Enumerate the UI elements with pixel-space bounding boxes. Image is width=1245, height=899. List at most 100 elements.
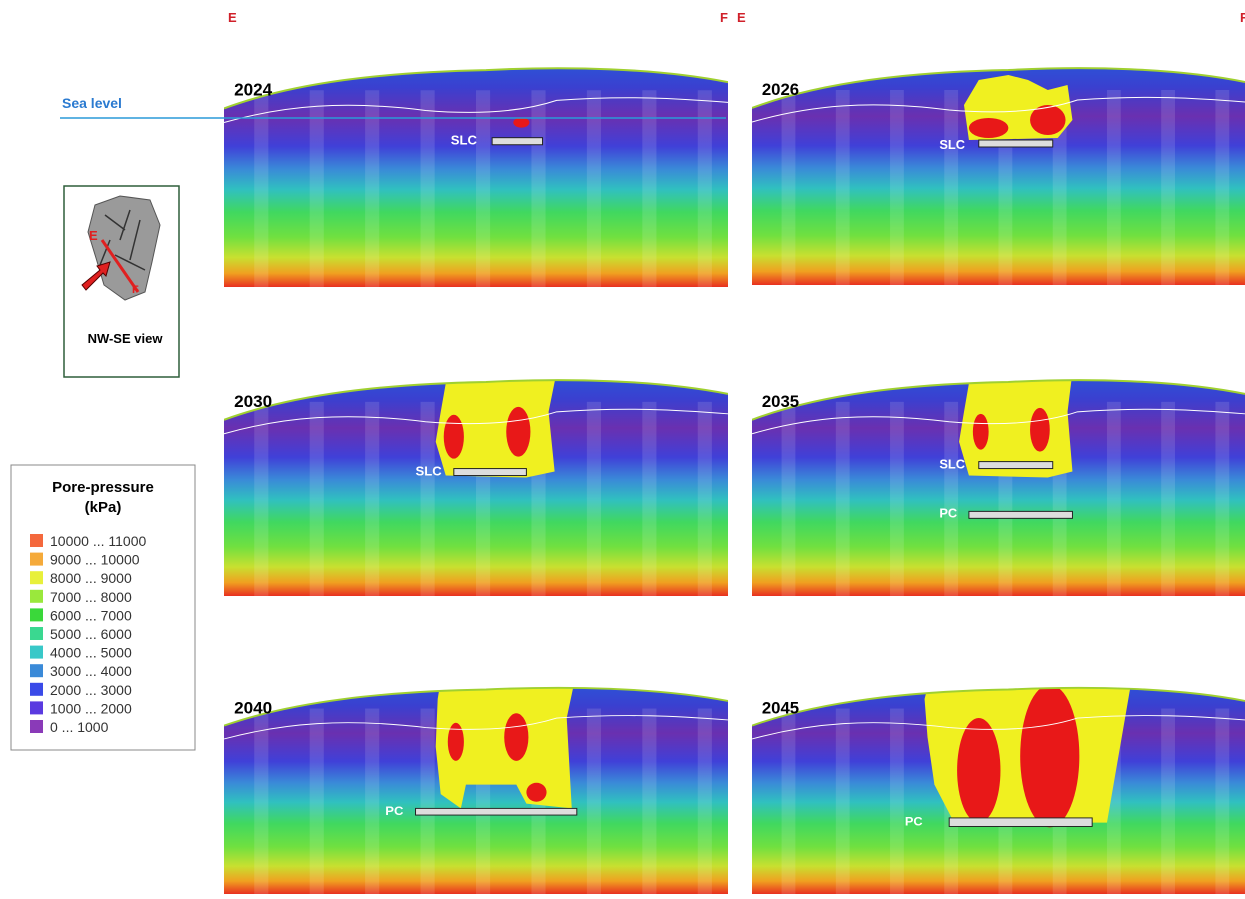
column-shade	[531, 90, 545, 287]
panel-year: 2024	[234, 79, 273, 99]
column-shade	[587, 709, 601, 894]
legend-swatch	[30, 701, 43, 714]
column-shade	[421, 709, 435, 894]
legend-label: 10000 ... 11000	[50, 533, 146, 549]
column-shade	[310, 709, 324, 894]
legend-title: (kPa)	[85, 499, 122, 516]
legend-swatch	[30, 590, 43, 603]
legend: Pore-pressure (kPa) 10000 ... 11000 9000 …	[11, 465, 195, 750]
column-shade	[254, 709, 268, 894]
column-shade	[254, 402, 268, 596]
legend-swatch	[30, 608, 43, 621]
column-shade	[836, 402, 850, 596]
column-shade	[421, 90, 435, 287]
panel-year: 2026	[762, 80, 799, 99]
high-zone	[504, 713, 528, 761]
column-shade	[421, 402, 435, 596]
high-zone	[957, 718, 1000, 823]
legend-swatch	[30, 664, 43, 677]
column-shade	[1161, 709, 1175, 894]
cave-level	[416, 808, 577, 815]
cave-level	[454, 469, 527, 476]
legend-swatch	[30, 646, 43, 659]
column-shade	[310, 402, 324, 596]
column-shade	[1215, 90, 1229, 285]
column-shade	[836, 709, 850, 894]
legend-label: 2000 ... 3000	[50, 682, 132, 698]
legend-label: 3000 ... 4000	[50, 663, 132, 679]
sea-level-label: Sea level	[62, 95, 122, 111]
level-label: PC	[905, 815, 923, 829]
panel-year: 2045	[762, 700, 799, 718]
section-panel: 2035 SLC PC	[752, 372, 1245, 596]
column-shade	[254, 90, 268, 287]
legend-swatch	[30, 571, 43, 584]
column-shade	[365, 709, 379, 894]
legend-label: 4000 ... 5000	[50, 645, 132, 661]
column-shade	[1161, 90, 1175, 285]
panels: 2024SLC2026SLC2030SLC2035SLCPC2040PC2045…	[224, 60, 1245, 894]
cave-level	[969, 511, 1073, 518]
column-shade	[310, 90, 324, 287]
column-shade	[890, 709, 904, 894]
cave-level	[492, 138, 542, 145]
column-shade	[1107, 90, 1121, 285]
column-shade	[890, 402, 904, 596]
inset-caption: NW-SE view	[88, 331, 164, 346]
legend-label: 1000 ... 2000	[50, 700, 132, 716]
column-shade	[642, 402, 656, 596]
column-shade	[365, 90, 379, 287]
legend-swatch	[30, 627, 43, 640]
column-shade	[1215, 709, 1229, 894]
level-label: SLC	[939, 457, 965, 472]
high-zone	[444, 415, 464, 459]
section-label: E	[228, 10, 237, 25]
column-shade	[890, 90, 904, 285]
high-zone	[1020, 685, 1079, 828]
column-shade	[698, 90, 712, 287]
column-shade	[782, 402, 796, 596]
column-shade	[476, 90, 490, 287]
legend-label: 7000 ... 8000	[50, 589, 132, 605]
column-shade	[836, 90, 850, 285]
level-label: SLC	[939, 137, 965, 152]
level-label: SLC	[416, 464, 443, 479]
cave-level	[979, 462, 1053, 469]
legend-label: 9000 ... 10000	[50, 552, 140, 568]
column-shade	[587, 90, 601, 287]
inset-map: E F NW-SE view	[64, 186, 179, 377]
legend-label: 0 ... 1000	[50, 719, 109, 735]
legend-swatch	[30, 683, 43, 696]
legend-swatch	[30, 534, 43, 547]
high-zone	[506, 407, 530, 457]
column-shade	[782, 90, 796, 285]
legend-title: Pore-pressure	[52, 479, 154, 496]
inset-label: E	[89, 228, 98, 243]
cave-level	[949, 818, 1092, 827]
figure: E F E F 2024SLC2026SLC2030SLC2035SLCPC20…	[0, 0, 1245, 894]
panel-year: 2035	[762, 392, 799, 411]
column-shade	[1215, 402, 1229, 596]
cave-level	[979, 140, 1053, 147]
inset-label: F	[132, 284, 139, 296]
column-shade	[1107, 402, 1121, 596]
panel-year: 2030	[234, 392, 272, 411]
column-shade	[365, 402, 379, 596]
column-shade	[944, 90, 958, 285]
high-zone	[513, 118, 529, 128]
column-shade	[944, 402, 958, 596]
section-label: E	[737, 10, 746, 25]
column-shade	[782, 709, 796, 894]
section-panel: 2026 SLC	[752, 60, 1245, 285]
level-label: PC	[939, 505, 957, 520]
column-shade	[642, 709, 656, 894]
high-zone	[448, 723, 464, 761]
legend-label: 6000 ... 7000	[50, 607, 132, 623]
section-panel: 2045 PC	[752, 680, 1245, 894]
column-shade	[698, 709, 712, 894]
legend-label: 5000 ... 6000	[50, 626, 132, 642]
high-zone	[526, 783, 546, 802]
level-label: PC	[385, 803, 403, 818]
